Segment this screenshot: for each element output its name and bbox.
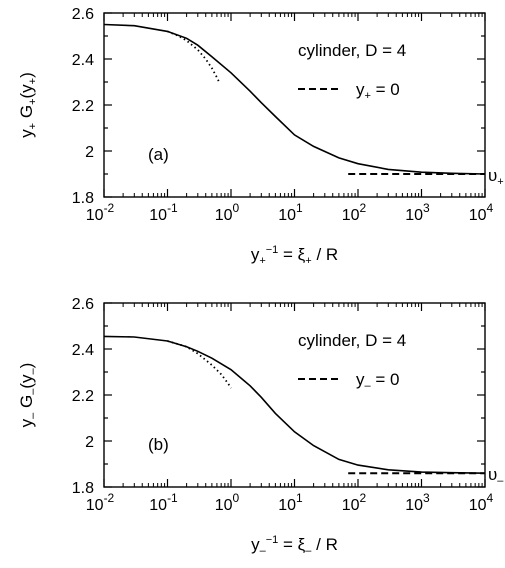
x-tick-label: 102 xyxy=(342,201,367,224)
y-tick-label: 2 xyxy=(85,434,94,451)
y-tick-label: 1.8 xyxy=(72,190,94,207)
curve-solid xyxy=(103,335,486,474)
x-tick-label: 104 xyxy=(469,201,494,224)
plot-frame xyxy=(103,12,486,198)
x-tick-label: 10-1 xyxy=(149,491,178,514)
y-tick-label: 2.4 xyxy=(72,342,94,359)
x-tick-label: 10-1 xyxy=(149,201,178,224)
x-tick-label: 103 xyxy=(405,491,430,514)
x-tick-label: 102 xyxy=(342,491,367,514)
chart-panel-b: 10-2 10-1 100 101 102 103 104 1.8 2 2.2 2.4 2.6 cyli… xyxy=(17,296,504,557)
x-tick-label: 104 xyxy=(469,491,494,514)
upsilon-label: υ+ xyxy=(488,166,504,188)
chart-panel-a: 10-2 10-1 100 101 102 103 104 1.8 2 2.2 2.4 2.6 cyli… xyxy=(17,6,504,267)
legend-title: cylinder, D = 4 xyxy=(298,41,406,60)
x-tick-label: 101 xyxy=(278,201,303,224)
x-tick-label: 103 xyxy=(405,201,430,224)
y-tick-label: 1.8 xyxy=(72,480,94,497)
y-axis-label: y+ G+(y+) xyxy=(17,72,39,138)
legend-entry: y– = 0 xyxy=(356,370,399,392)
legend-entry: y+ = 0 xyxy=(356,80,400,102)
plot-frame xyxy=(103,302,486,488)
x-axis-label: y–−1 = ξ– / R xyxy=(251,534,338,557)
y-tick-label: 2.6 xyxy=(72,296,94,313)
curve-solid xyxy=(103,23,486,175)
x-tick-label: 101 xyxy=(278,491,303,514)
y-tick-label: 2.2 xyxy=(72,98,94,115)
y-tick-label: 2 xyxy=(85,144,94,161)
x-axis-label: y+−1 = ξ+ / R xyxy=(251,244,338,267)
curve-dotted xyxy=(167,30,220,83)
y-tick-label: 2.2 xyxy=(72,388,94,405)
x-tick-label: 10-2 xyxy=(86,201,115,224)
y-tick-label: 2.6 xyxy=(72,6,94,23)
x-tick-label: 10-2 xyxy=(86,491,115,514)
panel-label: (a) xyxy=(148,145,169,164)
x-tick-label: 100 xyxy=(215,201,240,224)
legend-title: cylinder, D = 4 xyxy=(298,331,406,350)
y-axis-label: y– G–(y–) xyxy=(17,363,39,428)
panel-label: (b) xyxy=(148,435,169,454)
y-tick-label: 2.4 xyxy=(72,52,94,69)
x-tick-label: 100 xyxy=(215,491,240,514)
upsilon-label: υ– xyxy=(488,465,504,487)
